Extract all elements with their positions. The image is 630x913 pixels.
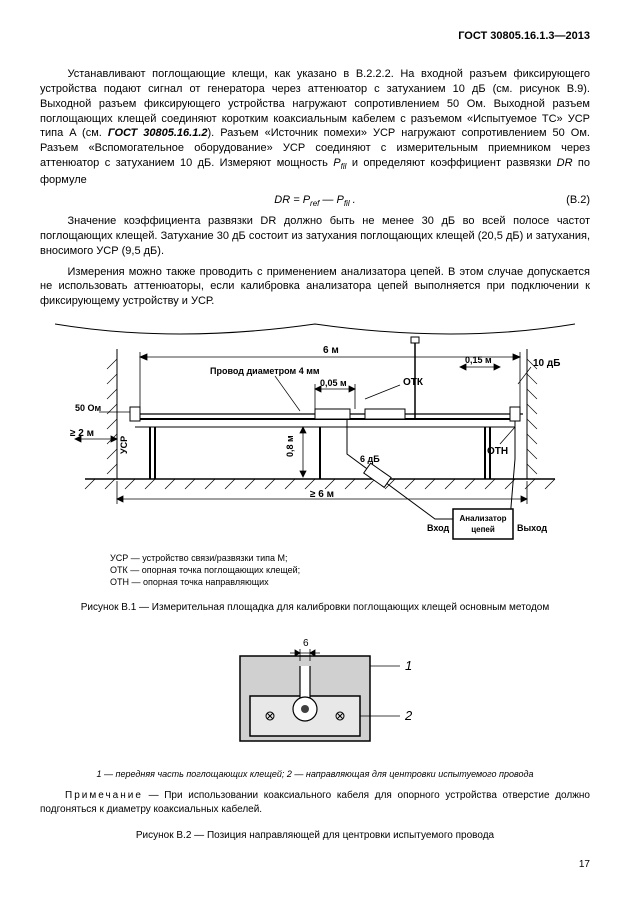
lbl-08m: 0,8 м: [285, 435, 295, 457]
lbl-10db: 10 дБ: [533, 358, 560, 369]
lbl-ge2m: ≥ 2 м: [70, 428, 94, 439]
paragraph-1: Устанавливают поглощающие клещи, как ука…: [40, 67, 590, 188]
figure-b1-svg: 6 м Провод диаметром 4 мм 0,05 м 0,15 м …: [55, 319, 575, 549]
para1-DR: DR: [557, 157, 573, 169]
paragraph-3: Измерения можно также проводить с примен…: [40, 265, 590, 310]
lbl-015: 0,15 м: [465, 355, 492, 365]
lbl-provod: Провод диаметром 4 мм: [210, 366, 320, 376]
legend-line1: УСР — устройство связи/развязки типа M;: [110, 553, 590, 565]
note-label: Примечание: [65, 790, 143, 801]
para1-ref: ГОСТ 30805.16.1.2: [108, 127, 208, 139]
legend-line2: ОТК — опорная точка поглощающих клещей;: [110, 565, 590, 577]
lbl-6db: 6 дБ: [360, 454, 380, 464]
para1-P: P: [333, 157, 340, 169]
f-mid: — P: [319, 194, 343, 206]
lbl-50om: 50 Ом: [75, 403, 102, 413]
lbl-ucr: УСР: [119, 436, 129, 454]
para1-t3: и определяют коэффициент развязки: [346, 157, 556, 169]
legend-line3: ОТН — опорная точка направляющих: [110, 577, 590, 589]
paragraph-2: Значение коэффициента развязки DR должно…: [40, 214, 590, 259]
fig1-caption: Рисунок В.1 — Измерительная площадка для…: [40, 602, 590, 613]
lbl-analyzer1: Анализатор: [460, 514, 507, 523]
lbl-analyzer2: цепей: [471, 525, 495, 534]
fig2-legend: 1 — передняя часть поглощающих клещей; 2…: [40, 769, 590, 779]
formula: DR = Pref — Pfil .: [274, 194, 355, 208]
figure-b1: 6 м Провод диаметром 4 мм 0,05 м 0,15 м …: [40, 319, 590, 613]
lbl-005: 0,05 м: [320, 378, 347, 388]
fig2-caption: Рисунок В.2 — Позиция направляющей для ц…: [40, 830, 590, 841]
formula-number: (В.2): [356, 194, 590, 206]
lbl-n1: 1: [405, 658, 412, 673]
f-lhs: DR = P: [274, 194, 310, 206]
formula-row: DR = Pref — Pfil . (В.2): [40, 194, 590, 208]
lbl-vhod: Вход: [427, 523, 450, 533]
lbl-ge6m: ≥ 6 м: [310, 489, 334, 500]
lbl-6m: 6 м: [323, 345, 339, 356]
fig1-legend: УСР — устройство связи/развязки типа M; …: [110, 553, 590, 588]
lbl-otk: ОТК: [403, 377, 424, 388]
document-page: ГОСТ 30805.16.1.3—2013 Устанавливают пог…: [0, 0, 630, 890]
lbl-n2: 2: [404, 708, 413, 723]
note: Примечание — При использовании коаксиаль…: [40, 789, 590, 816]
figure-b2: 6 1 2 1 — передняя часть поглощающих кле…: [40, 631, 590, 779]
lbl-six: 6: [303, 638, 309, 649]
lbl-vyhod: Выход: [517, 523, 547, 533]
f-sub1: ref: [310, 199, 319, 208]
lbl-otn: ОТН: [487, 446, 508, 457]
figure-b2-svg: 6 1 2: [200, 631, 430, 761]
doc-header: ГОСТ 30805.16.1.3—2013: [40, 30, 590, 42]
page-number: 17: [40, 859, 590, 870]
